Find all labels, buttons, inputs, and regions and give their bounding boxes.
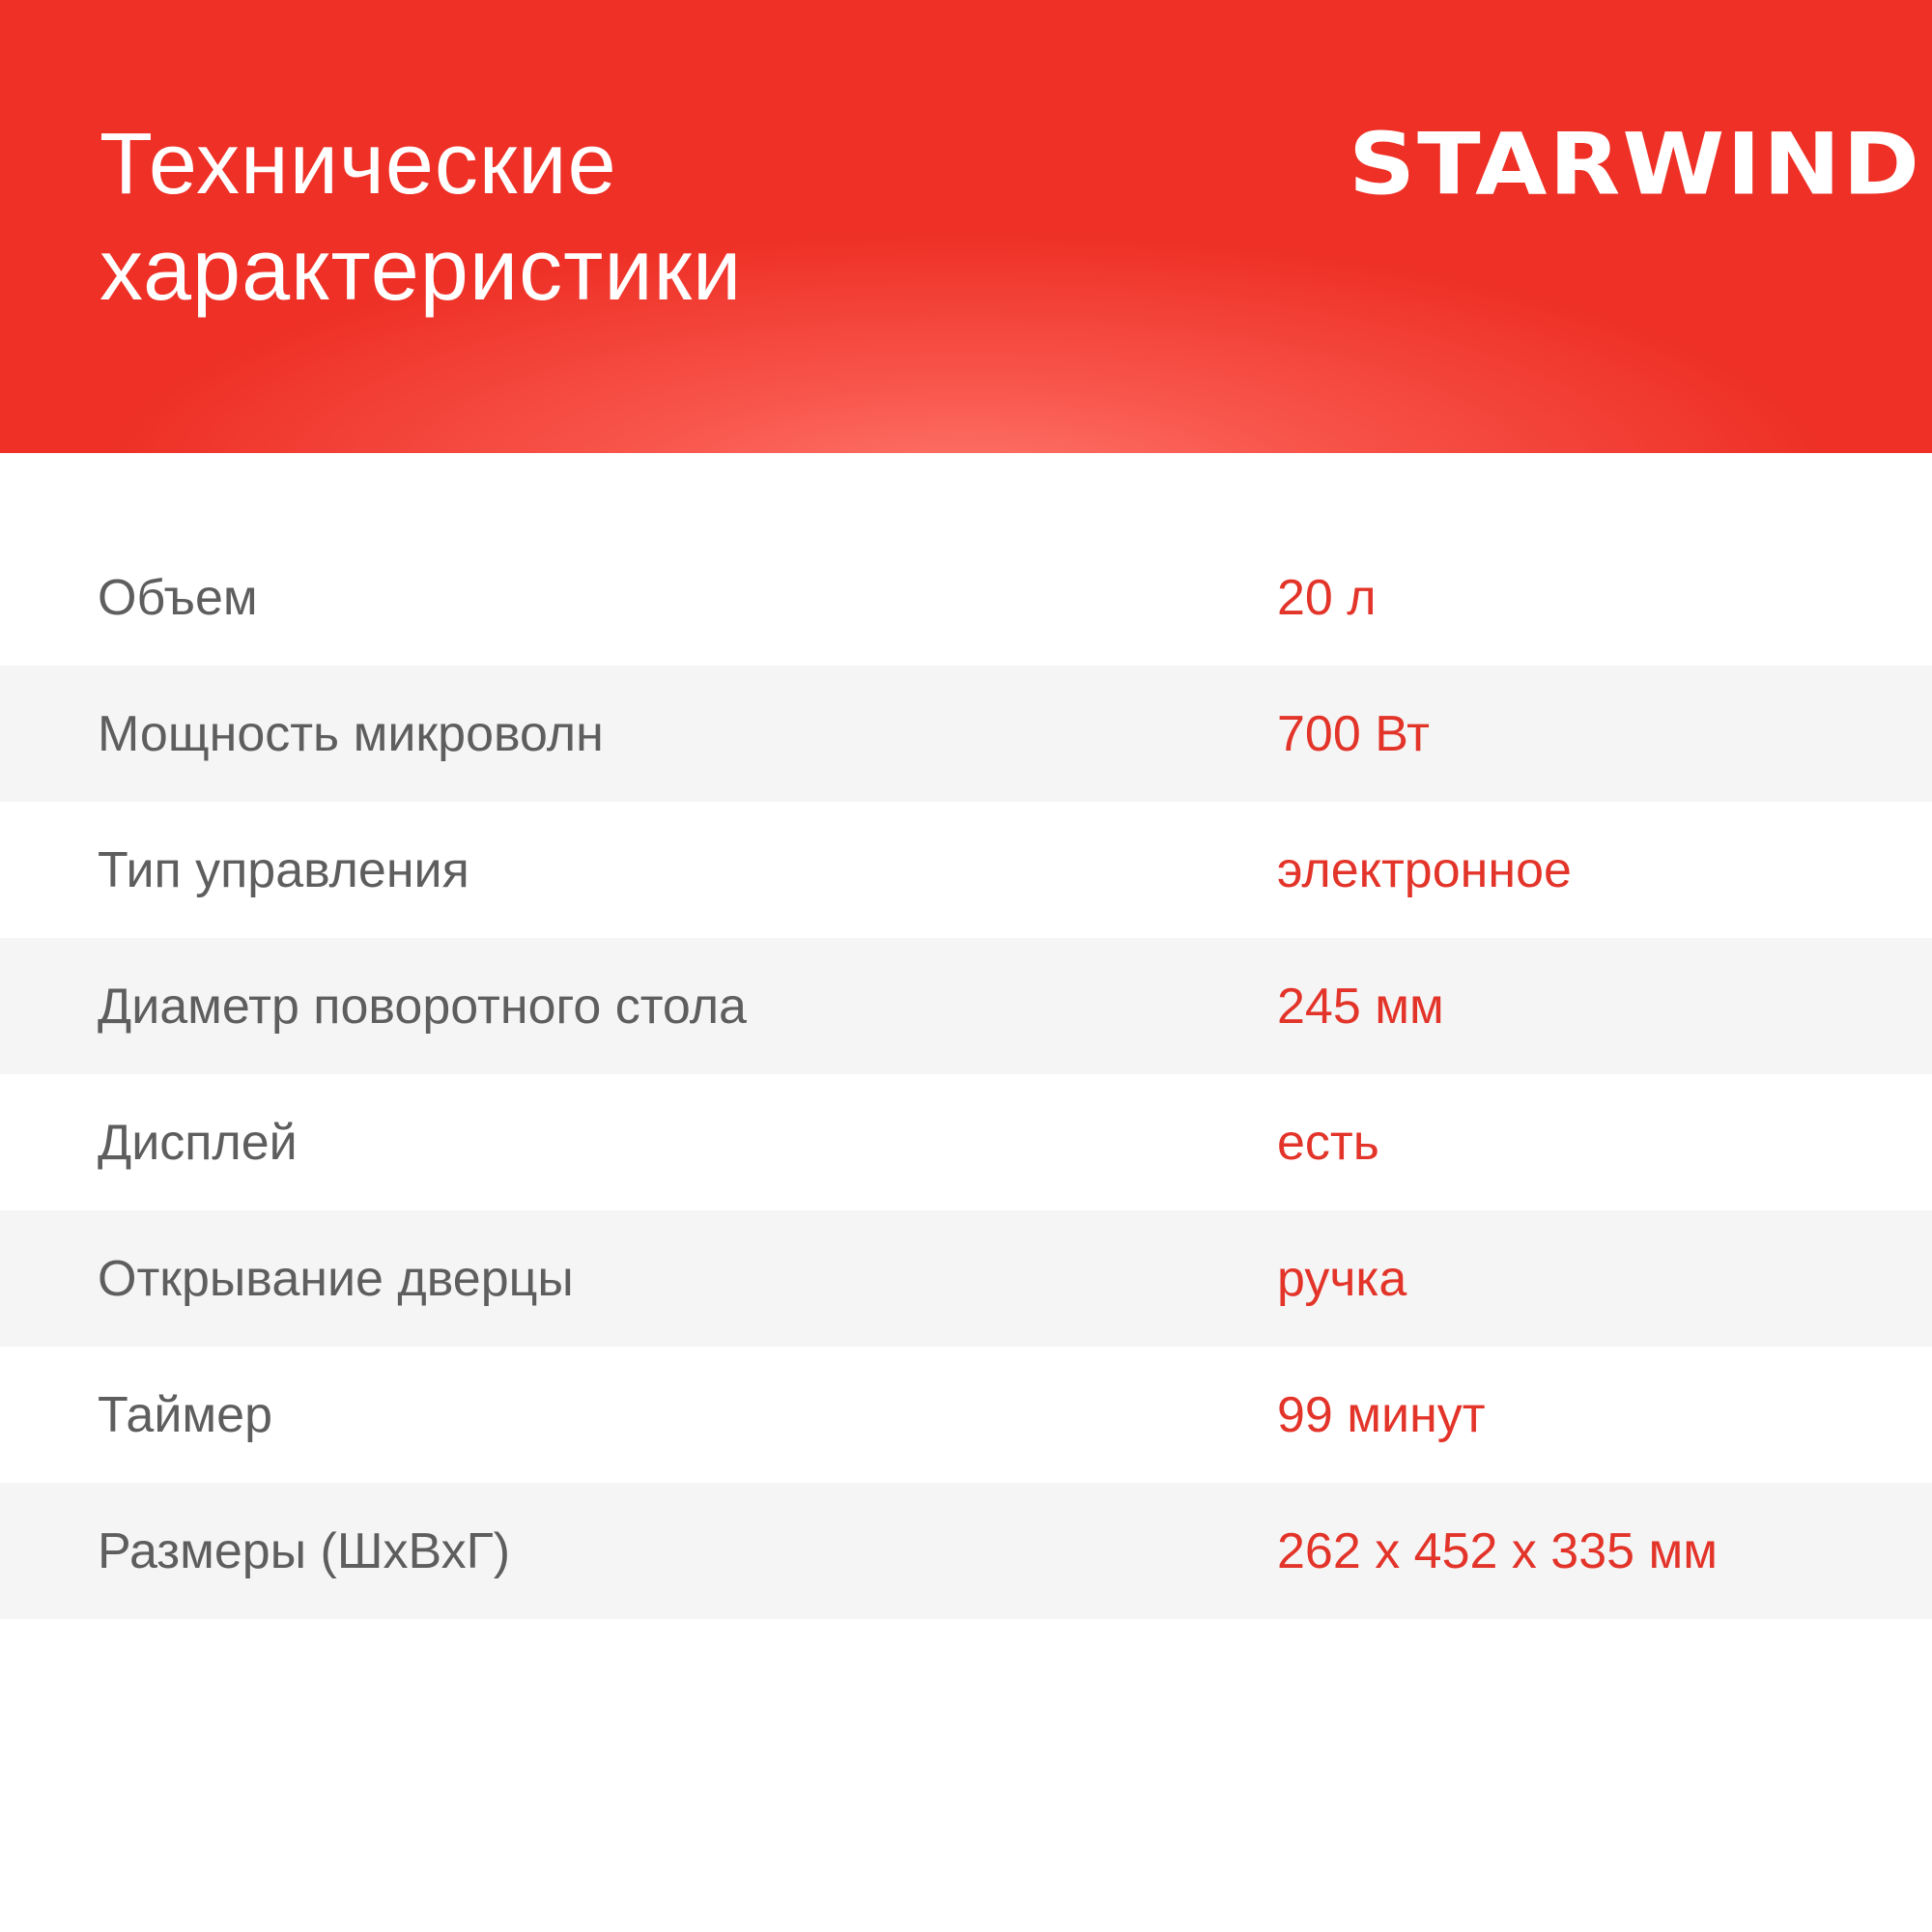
- spec-value: 700 Вт: [1277, 705, 1430, 762]
- title-line-2: характеристики: [99, 222, 743, 319]
- spec-row: Объем 20 л: [0, 529, 1932, 666]
- spec-row: Открывание дверцы ручка: [0, 1210, 1932, 1347]
- spec-value: 245 мм: [1277, 978, 1444, 1035]
- specs-table: Объем 20 л Мощность микроволн 700 Вт Тип у…: [0, 529, 1932, 1619]
- spec-label: Мощность микроволн: [98, 705, 604, 762]
- spec-label: Размеры (ШхВхГ): [98, 1522, 511, 1579]
- spec-label: Таймер: [98, 1386, 272, 1443]
- spec-value: есть: [1277, 1114, 1379, 1171]
- spec-row: Размеры (ШхВхГ) 262 x 452 x 335 мм: [0, 1483, 1932, 1619]
- spec-label: Открывание дверцы: [98, 1250, 574, 1307]
- page-title: Технические характеристики: [99, 111, 742, 324]
- spec-label: Диаметр поворотного стола: [98, 978, 747, 1035]
- spec-row: Мощность микроволн 700 Вт: [0, 666, 1932, 802]
- spec-row: Тип управления электронное: [0, 802, 1932, 938]
- spec-row: Дисплей есть: [0, 1074, 1932, 1210]
- brand-logo: STARWIND: [1349, 114, 1922, 214]
- spec-label: Дисплей: [98, 1114, 298, 1171]
- header-banner: Технические характеристики STARWIND: [0, 0, 1932, 453]
- spec-label: Объем: [98, 569, 258, 626]
- spec-row: Таймер 99 минут: [0, 1347, 1932, 1483]
- spec-value: 99 минут: [1277, 1386, 1486, 1443]
- spec-label: Тип управления: [98, 841, 469, 898]
- spec-value: электронное: [1277, 841, 1572, 898]
- spec-value: 20 л: [1277, 569, 1377, 626]
- spec-row: Диаметр поворотного стола 245 мм: [0, 938, 1932, 1074]
- spec-value: 262 x 452 x 335 мм: [1277, 1522, 1719, 1579]
- spec-value: ручка: [1277, 1250, 1407, 1307]
- title-line-1: Технические: [99, 116, 617, 213]
